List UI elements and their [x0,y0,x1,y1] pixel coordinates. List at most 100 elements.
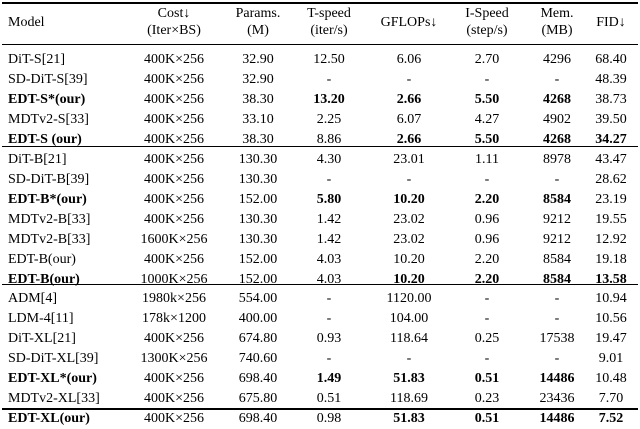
cell-gflops: 118.69 [390,391,428,406]
cell-params: 698.40 [238,411,278,426]
cell-params: 130.30 [238,212,278,227]
table-row: MDTv2-B[33] 1600K×256 130.30 1.42 23.02 0.96 9… [0,230,640,250]
cell-cost: 400K×256 [143,371,205,386]
cell-tspeed: 0.51 [316,391,342,406]
cell-mem: - [554,72,560,87]
cell-tspeed: 4.03 [316,252,342,267]
table-row: SD-DiT-S[39] 400K×256 32.90 - - - - 48.39 [0,70,640,90]
cell-cost: 1300K×256 [140,351,208,366]
cell-fid: 7.70 [598,391,624,406]
cell-mem: 14486 [539,371,575,386]
cell-cost: 1000K×256 [140,272,208,287]
cell-gflops: - [406,72,412,87]
cell-gflops: 23.02 [393,232,425,247]
cell-model: EDT-B(our) [8,272,80,287]
cell-tspeed: 1.42 [316,232,342,247]
cell-fid: 19.55 [595,212,627,227]
cell-mem: 8584 [543,272,571,287]
cell-params: 674.80 [238,331,278,346]
cell-gflops: 10.20 [393,192,425,207]
header-mem: Mem. (MB) [540,6,574,38]
header-model: Model [8,15,45,30]
cell-tspeed: 12.50 [313,52,345,67]
group-separator-rule [2,146,638,147]
cell-fid: 68.40 [595,52,627,67]
header-row: Model Cost↓ (Iter×BS) Params. (M) T-speed(… [0,5,640,41]
cell-ispeed: 5.50 [474,132,500,147]
table-row: EDT-XL(our) 400K×256 698.40 0.98 51.83 0.51 14… [0,409,640,429]
cell-gflops: - [406,172,412,187]
cell-model: LDM-4[11] [8,311,74,326]
cell-gflops: 2.66 [396,132,422,147]
cell-ispeed: 2.70 [474,52,500,67]
cell-mem: - [554,291,560,306]
cell-ispeed: 5.50 [474,92,500,107]
cell-model: MDTv2-S[33] [8,112,89,127]
cell-params: 554.00 [238,291,278,306]
cell-ispeed: 2.20 [474,192,500,207]
cell-params: 675.80 [238,391,278,406]
cell-fid: 12.92 [595,232,627,247]
header-gflops: GFLOPs↓ [380,15,438,30]
cell-model: DiT-XL[21] [8,331,76,346]
cell-tspeed: - [326,291,332,306]
cell-gflops: 2.66 [396,92,422,107]
table-row: EDT-B*(our) 400K×256 152.00 5.80 10.20 2.20 85… [0,190,640,210]
cell-fid: 39.50 [595,112,627,127]
cell-cost: 400K×256 [143,252,205,267]
cell-mem: 9212 [543,212,571,227]
table-row: EDT-XL*(our) 400K×256 698.40 1.49 51.83 0.51 1… [0,369,640,389]
cell-mem: 4296 [543,52,571,67]
cell-gflops: 1120.00 [386,291,432,306]
cell-model: EDT-S (our) [8,132,82,147]
header-rule [2,44,638,45]
header-ispeed: I-Speed (step/s) [465,6,509,38]
cell-params: 152.00 [238,192,278,207]
cell-cost: 400K×256 [143,172,205,187]
cell-model: EDT-XL(our) [8,411,90,426]
cell-cost: 1980k×256 [142,291,206,306]
cell-gflops: 10.20 [393,252,425,267]
cell-ispeed: 2.20 [474,252,500,267]
cell-ispeed: - [484,172,490,187]
cell-fid: 48.39 [595,72,627,87]
cell-params: 130.30 [238,232,278,247]
cell-gflops: 10.20 [393,272,425,287]
cell-cost: 400K×256 [143,192,205,207]
cell-model: EDT-S*(our) [8,92,86,107]
cell-cost: 178k×1200 [142,311,206,326]
table-row: DiT-XL[21] 400K×256 674.80 0.93 118.64 0.25 17… [0,329,640,349]
top-rule [2,2,638,4]
cell-ispeed: 0.96 [474,232,500,247]
cell-gflops: 23.02 [393,212,425,227]
cell-params: 152.00 [238,252,278,267]
cell-tspeed: 4.03 [316,272,342,287]
table-row: MDTv2-B[33] 400K×256 130.30 1.42 23.02 0.96 92… [0,210,640,230]
cell-tspeed: - [326,311,332,326]
cell-ispeed: 0.51 [474,411,500,426]
cell-fid: 38.73 [595,92,627,107]
cell-fid: 19.18 [595,252,627,267]
cell-cost: 400K×256 [143,331,205,346]
cell-gflops: 23.01 [393,152,425,167]
cell-tspeed: 2.25 [316,112,342,127]
cell-params: 130.30 [238,172,278,187]
table-row: SD-DiT-XL[39] 1300K×256 740.60 - - - - 9.01 [0,349,640,369]
cell-tspeed: 13.20 [313,92,345,107]
cell-model: EDT-B*(our) [8,192,87,207]
cell-cost: 400K×256 [143,52,205,67]
table-row: MDTv2-XL[33] 400K×256 675.80 0.51 118.69 0.23… [0,389,640,409]
cell-params: 740.60 [238,351,278,366]
header-params: Params. (M) [235,6,281,38]
cell-ispeed: 0.51 [474,371,500,386]
cell-gflops: - [406,351,412,366]
cell-ispeed: 0.25 [474,331,500,346]
cell-tspeed: 1.49 [316,371,342,386]
cell-params: 400.00 [238,311,278,326]
cell-gflops: 6.06 [396,52,422,67]
cell-ispeed: - [484,291,490,306]
cell-fid: 10.94 [595,291,627,306]
cell-cost: 400K×256 [143,391,205,406]
cell-params: 152.00 [238,272,278,287]
